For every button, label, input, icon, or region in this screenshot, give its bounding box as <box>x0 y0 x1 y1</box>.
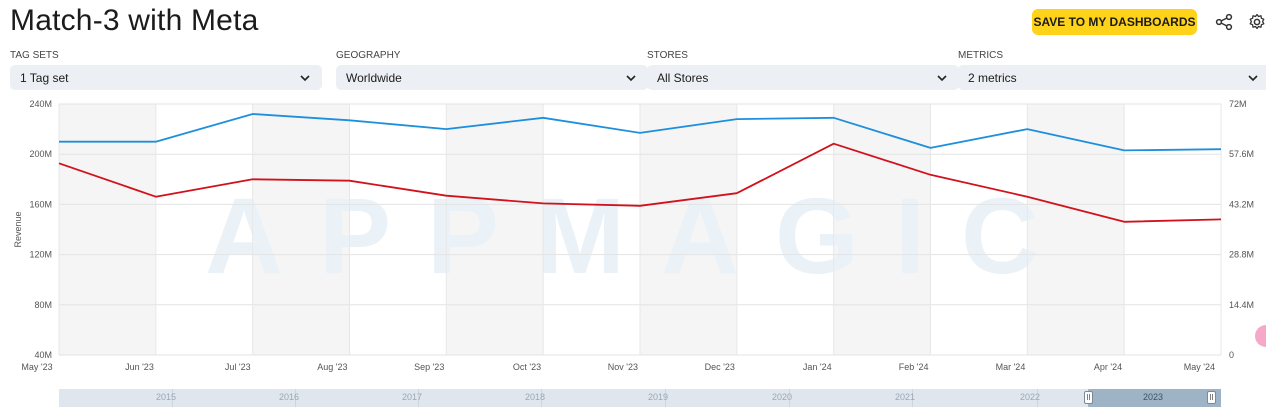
revenue-series-line <box>59 113 1222 152</box>
navigator-year-label: 2022 <box>1020 392 1041 402</box>
month-band <box>640 104 737 355</box>
y-tick-label: 240M <box>29 99 52 109</box>
x-tick-label: Dec '23 <box>705 362 735 372</box>
x-tick-label: Jun '23 <box>125 362 154 372</box>
x-tick-label: Sep '23 <box>414 362 444 372</box>
watermark: APPMAGIC <box>205 175 1075 296</box>
navigator-year-label: 2019 <box>648 392 669 402</box>
y2-tick-label: 72M <box>1229 99 1247 109</box>
navigator-year-divider <box>789 389 790 407</box>
filter-label: METRICS <box>958 50 1003 61</box>
x-tick-label: May '23 <box>21 362 52 372</box>
timeline-navigator[interactable]: 2015 2016 2017 2018 2019 2020 2021 2022 2023 II … <box>59 389 1221 407</box>
navigator-year-label: 2020 <box>772 392 793 402</box>
filter-label: GEOGRAPHY <box>336 50 401 61</box>
geography-filter: GEOGRAPHY Worldwide <box>336 49 648 90</box>
y-tick-label: 200M <box>29 149 52 159</box>
tag-sets-filter: TAG SETS 1 Tag set <box>10 49 322 90</box>
y-axis-label: Revenue <box>13 211 23 247</box>
filter-value: Worldwide <box>346 70 402 85</box>
month-band <box>59 104 156 355</box>
navigator-year-divider <box>912 389 913 407</box>
filter-value: 2 metrics <box>968 70 1017 85</box>
chat-bubble-button[interactable] <box>1255 325 1266 347</box>
x-tick-label: Mar '24 <box>996 362 1026 372</box>
gear-icon[interactable] <box>1247 12 1266 32</box>
month-band <box>446 104 544 355</box>
x-tick-label: May '24 <box>1184 362 1215 372</box>
navigator-year-label: 2016 <box>279 392 300 402</box>
y2-tick-label: 0 <box>1229 350 1234 360</box>
stores-dropdown[interactable]: All Stores <box>647 65 959 90</box>
navigator-year-divider <box>418 389 419 407</box>
month-band <box>252 104 350 355</box>
save-to-dashboards-button[interactable]: SAVE TO MY DASHBOARDS <box>1032 9 1197 35</box>
navigator-year-label: 2018 <box>525 392 546 402</box>
filter-value: All Stores <box>657 70 709 85</box>
y2-tick-label: 28.8M <box>1229 250 1254 260</box>
filter-value: 1 Tag set <box>20 70 69 85</box>
x-tick-label: Nov '23 <box>608 362 638 372</box>
filter-label: STORES <box>647 50 688 61</box>
chevron-down-icon <box>300 74 310 81</box>
filter-label: TAG SETS <box>10 50 59 61</box>
navigator-year-divider <box>172 389 173 407</box>
x-tick-label: Feb '24 <box>899 362 929 372</box>
metrics-dropdown[interactable]: 2 metrics <box>958 65 1266 90</box>
y2-tick-label: 43.2M <box>1229 199 1254 209</box>
y2-tick-label: 57.6M <box>1229 149 1254 159</box>
month-band <box>833 104 931 355</box>
chevron-down-icon <box>626 74 636 81</box>
y-tick-label: 160M <box>29 199 52 209</box>
navigator-year-divider <box>541 389 542 407</box>
y-tick-label: 120M <box>29 250 52 260</box>
y-tick-label: 80M <box>34 300 52 310</box>
chevron-down-icon <box>937 74 947 81</box>
page-title: Match-3 with Meta <box>10 4 259 37</box>
month-band <box>1027 104 1125 355</box>
tag-sets-dropdown[interactable]: 1 Tag set <box>10 65 322 90</box>
metrics-filter: METRICS 2 metrics <box>958 49 1266 90</box>
navigator-year-divider <box>1037 389 1038 407</box>
y-tick-label: 40M <box>34 350 52 360</box>
x-tick-label: Jul '23 <box>225 362 251 372</box>
y2-tick-label: 14.4M <box>1229 300 1254 310</box>
navigator-year-label: 2023 <box>1143 392 1164 402</box>
navigator-year-label: 2021 <box>895 392 916 402</box>
navigator-selection[interactable]: II II <box>1084 389 1221 407</box>
navigator-year-label: 2015 <box>156 392 177 402</box>
x-tick-label: Apr '24 <box>1094 362 1122 372</box>
navigator-year-divider <box>295 389 296 407</box>
navigator-right-handle[interactable]: II <box>1207 391 1216 404</box>
x-tick-label: Aug '23 <box>317 362 347 372</box>
navigator-year-label: 2017 <box>402 392 423 402</box>
geography-dropdown[interactable]: Worldwide <box>336 65 648 90</box>
stores-filter: STORES All Stores <box>647 49 959 90</box>
x-tick-label: Jan '24 <box>803 362 832 372</box>
navigator-year-divider <box>665 389 666 407</box>
navigator-left-handle[interactable]: II <box>1084 391 1093 404</box>
chevron-down-icon <box>1248 74 1258 81</box>
share-icon[interactable] <box>1214 12 1234 32</box>
x-tick-label: Oct '23 <box>513 362 541 372</box>
downloads-series-line <box>58 142 1222 223</box>
revenue-downloads-chart: APPMAGIC 40M 80M 120M 160M 200M 240M 0 14.4M 28.8… <box>13 99 1254 372</box>
